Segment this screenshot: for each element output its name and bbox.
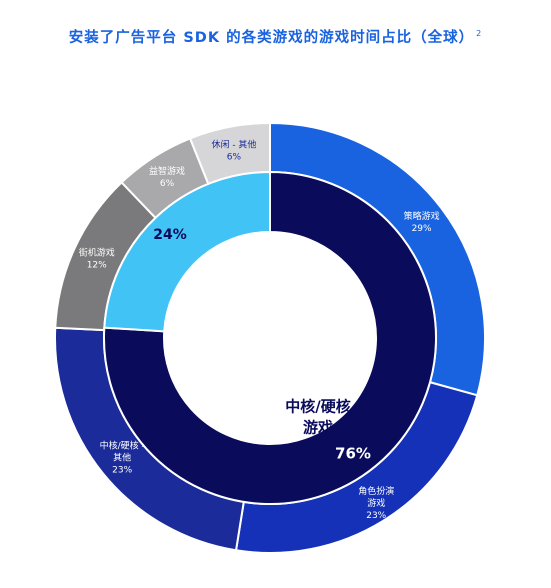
- outer-label-6-line-1: 休闲 - 其他: [211, 138, 256, 150]
- outer-label-5-line-1: 益智游戏: [149, 165, 185, 177]
- inner-label-core-pct: 76%: [335, 445, 371, 463]
- outer-label-4-line-2: 12%: [87, 260, 107, 270]
- outer-label-1-line-1: 策略游戏: [404, 210, 440, 222]
- inner-slice-1: [103, 170, 437, 505]
- outer-label-2-line-2: 游戏: [367, 497, 385, 509]
- outer-label-5-line-2: 6%: [160, 179, 175, 189]
- outer-label-4-line-1: 街机游戏: [79, 246, 115, 258]
- inner-label-core-name-1: 中核/硬核: [285, 398, 350, 416]
- inner-label-core-name-2: 游戏: [303, 419, 333, 437]
- chart-title: 安装了广告平台 SDK 的各类游戏的游戏时间占比（全球） 2: [0, 26, 551, 47]
- donut-hole: [165, 233, 375, 443]
- outer-label-3-line-1: 中核/硬核 -: [100, 440, 145, 452]
- outer-label-3-line-2: 其他: [113, 452, 131, 464]
- outer-label-1-line-2: 29%: [412, 224, 432, 234]
- inner-label-casual-name: 休闲游戏: [191, 261, 246, 278]
- title-footnote-marker: 2: [476, 29, 483, 39]
- outer-label-2-line-3: 23%: [366, 511, 386, 521]
- outer-label-2-line-1: 角色扮演: [358, 485, 394, 497]
- outer-label-6-line-2: 6%: [227, 152, 242, 162]
- inner-label-casual-pct: 24%: [153, 227, 187, 243]
- outer-label-3-line-3: 23%: [112, 466, 132, 476]
- chart-title-text: 安装了广告平台 SDK 的各类游戏的游戏时间占比（全球）: [68, 30, 475, 46]
- inner-slice-2: [103, 170, 271, 333]
